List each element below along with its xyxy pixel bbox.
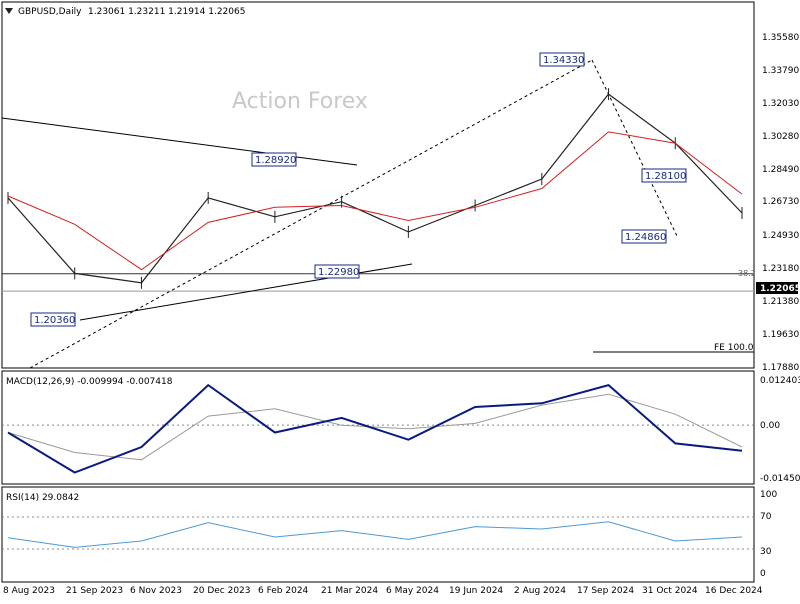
macd-layer <box>2 383 754 474</box>
x-tick-label: 6 Nov 2023 <box>130 586 182 596</box>
price-tick: 1.21380 <box>762 297 799 307</box>
rsi-panel-frame <box>1 486 755 583</box>
descending-trendline <box>1 117 358 166</box>
rsi-tick: 30 <box>760 547 772 557</box>
level-box-128920 <box>251 152 297 167</box>
ohlc-values: 1.23061 1.23211 1.21914 1.22065 <box>88 7 245 17</box>
watermark: Action Forex <box>232 89 368 114</box>
level-box-134330 <box>539 52 585 67</box>
price-tick: 1.23180 <box>762 264 799 274</box>
x-tick-label: 19 Jun 2024 <box>449 586 503 596</box>
level-label-122980: 1.22980 <box>318 267 359 278</box>
macd-title: MACD(12,26,9) -0.009994 -0.007418 <box>6 377 173 387</box>
fib-expansion-label: FE 100.0 <box>714 343 754 353</box>
level-box-122980 <box>314 264 360 279</box>
triangle-down-icon <box>5 8 13 14</box>
x-tick-label: 8 Aug 2023 <box>3 586 55 596</box>
current-price-box <box>756 282 798 294</box>
x-tick-label: 2 Aug 2024 <box>514 586 566 596</box>
price-layer <box>1 59 754 369</box>
price-tick: 1.30280 <box>762 132 799 142</box>
fib-382-label: 38.2 <box>738 269 756 278</box>
macd-tick: -0.014502 <box>760 474 800 484</box>
rsi-tick: 100 <box>760 490 777 500</box>
x-tick-label: 17 Sep 2024 <box>577 586 634 596</box>
macd-tick: 0.012403 <box>760 376 800 386</box>
price-panel-frame <box>1 1 755 369</box>
price-tick: 1.19630 <box>762 330 799 340</box>
rsi-tick: 70 <box>760 512 772 522</box>
macd-panel-frame <box>1 370 755 485</box>
price-tick: 1.33790 <box>762 66 799 76</box>
x-tick-label: 31 Oct 2024 <box>642 586 698 596</box>
x-tick-label: 6 May 2024 <box>386 586 439 596</box>
level-label-128920: 1.28920 <box>255 155 296 166</box>
x-tick-label: 21 Mar 2024 <box>321 586 378 596</box>
dashed-channel-line <box>29 59 593 369</box>
rsi-title: RSI(14) 29.0842 <box>6 493 79 503</box>
level-label-124860: 1.24860 <box>625 232 666 243</box>
x-tick-label: 16 Dec 2024 <box>705 586 763 596</box>
price-tick: 1.26730 <box>762 197 799 207</box>
x-tick-label: 21 Sep 2023 <box>66 586 123 596</box>
dashed-swing-line <box>591 59 678 237</box>
rsi-tick: 0 <box>760 569 766 579</box>
level-label-134330: 1.34330 <box>543 55 584 66</box>
price-tick: 1.17880 <box>762 363 799 373</box>
rsi-line <box>7 521 743 548</box>
price-level-labels: 1.34330 1.28920 1.28100 1.24860 1.22980 … <box>30 52 687 327</box>
price-y-axis: 1.35580 1.33790 1.32030 1.30280 1.28490 … <box>762 33 799 373</box>
x-tick-label: 6 Feb 2024 <box>258 586 309 596</box>
price-tick: 1.35580 <box>762 33 799 43</box>
moving-average-line <box>7 131 743 271</box>
price-close-line <box>7 93 743 284</box>
level-label-128100: 1.28100 <box>645 171 686 182</box>
level-box-120360 <box>30 312 76 327</box>
current-price-label: 1.22065 <box>760 284 800 294</box>
x-axis: 8 Aug 2023 21 Sep 2023 6 Nov 2023 20 Dec… <box>3 586 763 596</box>
macd-line <box>7 383 743 474</box>
price-tick: 1.32030 <box>762 99 799 109</box>
price-tick: 1.24930 <box>762 231 799 241</box>
macd-tick: 0.00 <box>760 421 780 431</box>
x-tick-label: 20 Dec 2023 <box>193 586 251 596</box>
symbol-label: GBPUSD,Daily <box>18 7 82 17</box>
rsi-layer <box>2 516 754 550</box>
support-trendline <box>79 263 413 321</box>
level-box-128100 <box>641 168 687 183</box>
macd-signal-line <box>7 393 743 461</box>
level-label-120360: 1.20360 <box>34 315 75 326</box>
price-tick: 1.28490 <box>762 165 799 175</box>
level-box-124860 <box>621 229 667 244</box>
